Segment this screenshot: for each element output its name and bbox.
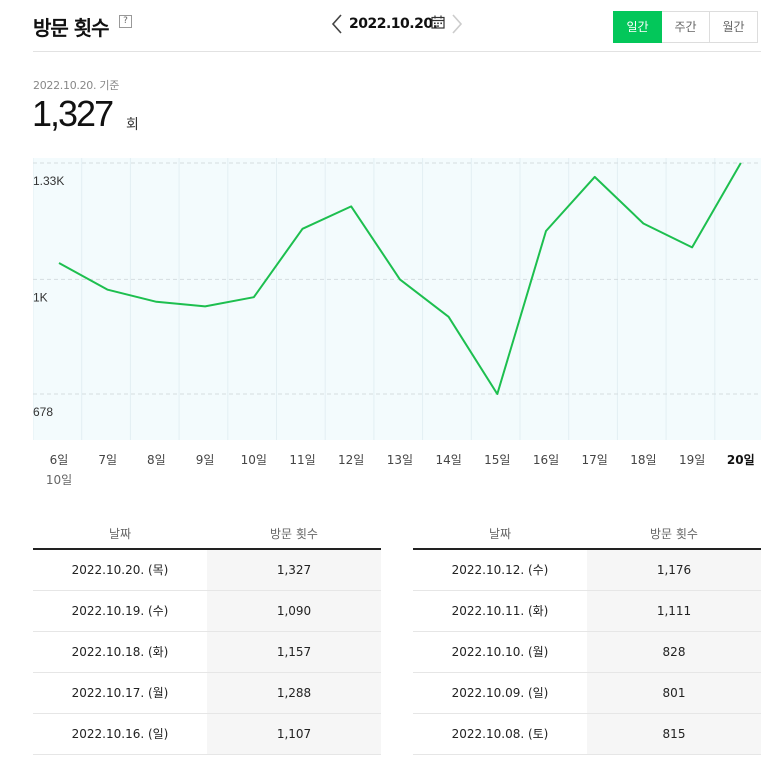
date-navigator: 2022.10.20.: [329, 10, 469, 40]
x-tick-label: 15일: [484, 453, 510, 467]
x-tick-label: 13일: [387, 453, 413, 467]
page-title: 방문 횟수: [33, 16, 110, 40]
column-header-date: 날짜: [413, 518, 587, 550]
page-header: 방문 횟수 ? 2022.10.20. 일간 주간 월간: [33, 0, 761, 52]
table-row: 2022.10.16. (일) 1,107: [33, 713, 381, 755]
row-count: 1,327: [207, 549, 381, 591]
row-count: 815: [587, 713, 761, 755]
period-tabs: 일간 주간 월간: [613, 11, 758, 43]
x-tick-label: 10일: [241, 453, 267, 467]
x-tick-label: 12일: [338, 453, 364, 467]
row-date: 2022.10.16. (일): [33, 713, 207, 755]
x-tick-label: 18일: [630, 453, 656, 467]
x-tick-label: 16일: [533, 453, 559, 467]
x-month-label: 10일: [46, 473, 72, 487]
column-header-count: 방문 횟수: [587, 518, 761, 550]
visits-table-left: 날짜 방문 횟수 2022.10.20. (목) 1,327 2022.10.19…: [33, 518, 381, 755]
row-count: 801: [587, 672, 761, 714]
x-tick-label: 9일: [196, 453, 215, 467]
x-tick-label: 20일: [727, 453, 755, 467]
y-tick-label: 1K: [33, 290, 48, 304]
row-count: 828: [587, 631, 761, 673]
y-tick-label: 1.33K: [33, 174, 64, 188]
row-date: 2022.10.20. (목): [33, 549, 207, 591]
tab-daily[interactable]: 일간: [613, 11, 662, 43]
row-date: 2022.10.08. (토): [413, 713, 587, 755]
row-count: 1,090: [207, 590, 381, 632]
table-row: 2022.10.12. (수) 1,176: [413, 549, 761, 591]
help-icon[interactable]: ?: [119, 15, 132, 28]
visits-table-right: 날짜 방문 횟수 2022.10.12. (수) 1,176 2022.10.11…: [413, 518, 761, 755]
table-row: 2022.10.09. (일) 801: [413, 672, 761, 714]
x-tick-label: 7일: [98, 453, 117, 467]
current-date: 2022.10.20.: [349, 16, 438, 32]
visits-line-chart: 678 1K 1.33K 6일 7일 8일 9일 10일 11일 12일 13일 14일 15일 16일…: [33, 158, 761, 487]
column-header-date: 날짜: [33, 518, 207, 550]
chevron-left-icon[interactable]: [329, 12, 345, 36]
series-line: [58, 162, 742, 395]
table-row: 2022.10.08. (토) 815: [413, 713, 761, 755]
table-row: 2022.10.10. (월) 828: [413, 631, 761, 673]
row-date: 2022.10.12. (수): [413, 549, 587, 591]
total-visits: 1,327: [32, 93, 114, 134]
tab-weekly[interactable]: 주간: [661, 11, 710, 43]
basis-date: 2022.10.20. 기준: [33, 79, 120, 92]
row-date: 2022.10.10. (월): [413, 631, 587, 673]
row-count: 1,107: [207, 713, 381, 755]
x-tick-label: 6일: [50, 453, 69, 467]
table-row: 2022.10.18. (화) 1,157: [33, 631, 381, 673]
row-count: 1,176: [587, 549, 761, 591]
y-tick-label: 678: [33, 405, 53, 419]
row-count: 1,288: [207, 672, 381, 714]
x-tick-label: 19일: [679, 453, 705, 467]
row-count: 1,157: [207, 631, 381, 673]
row-date: 2022.10.18. (화): [33, 631, 207, 673]
row-date: 2022.10.17. (월): [33, 672, 207, 714]
total-unit: 회: [126, 117, 139, 133]
row-date: 2022.10.11. (화): [413, 590, 587, 632]
row-count: 1,111: [587, 590, 761, 632]
x-tick-label: 14일: [435, 453, 461, 467]
table-row: 2022.10.20. (목) 1,327: [33, 549, 381, 591]
table-row: 2022.10.19. (수) 1,090: [33, 590, 381, 632]
chevron-right-icon[interactable]: [449, 12, 465, 36]
x-tick-label: 8일: [147, 453, 166, 467]
plot-background: [33, 158, 761, 440]
x-tick-label: 17일: [582, 453, 608, 467]
table-row: 2022.10.11. (화) 1,111: [413, 590, 761, 632]
table-row: 2022.10.17. (월) 1,288: [33, 672, 381, 714]
calendar-icon[interactable]: [431, 15, 445, 29]
x-tick-label: 11일: [289, 453, 315, 467]
row-date: 2022.10.09. (일): [413, 672, 587, 714]
row-date: 2022.10.19. (수): [33, 590, 207, 632]
tab-monthly[interactable]: 월간: [709, 11, 758, 43]
column-header-count: 방문 횟수: [207, 518, 381, 550]
